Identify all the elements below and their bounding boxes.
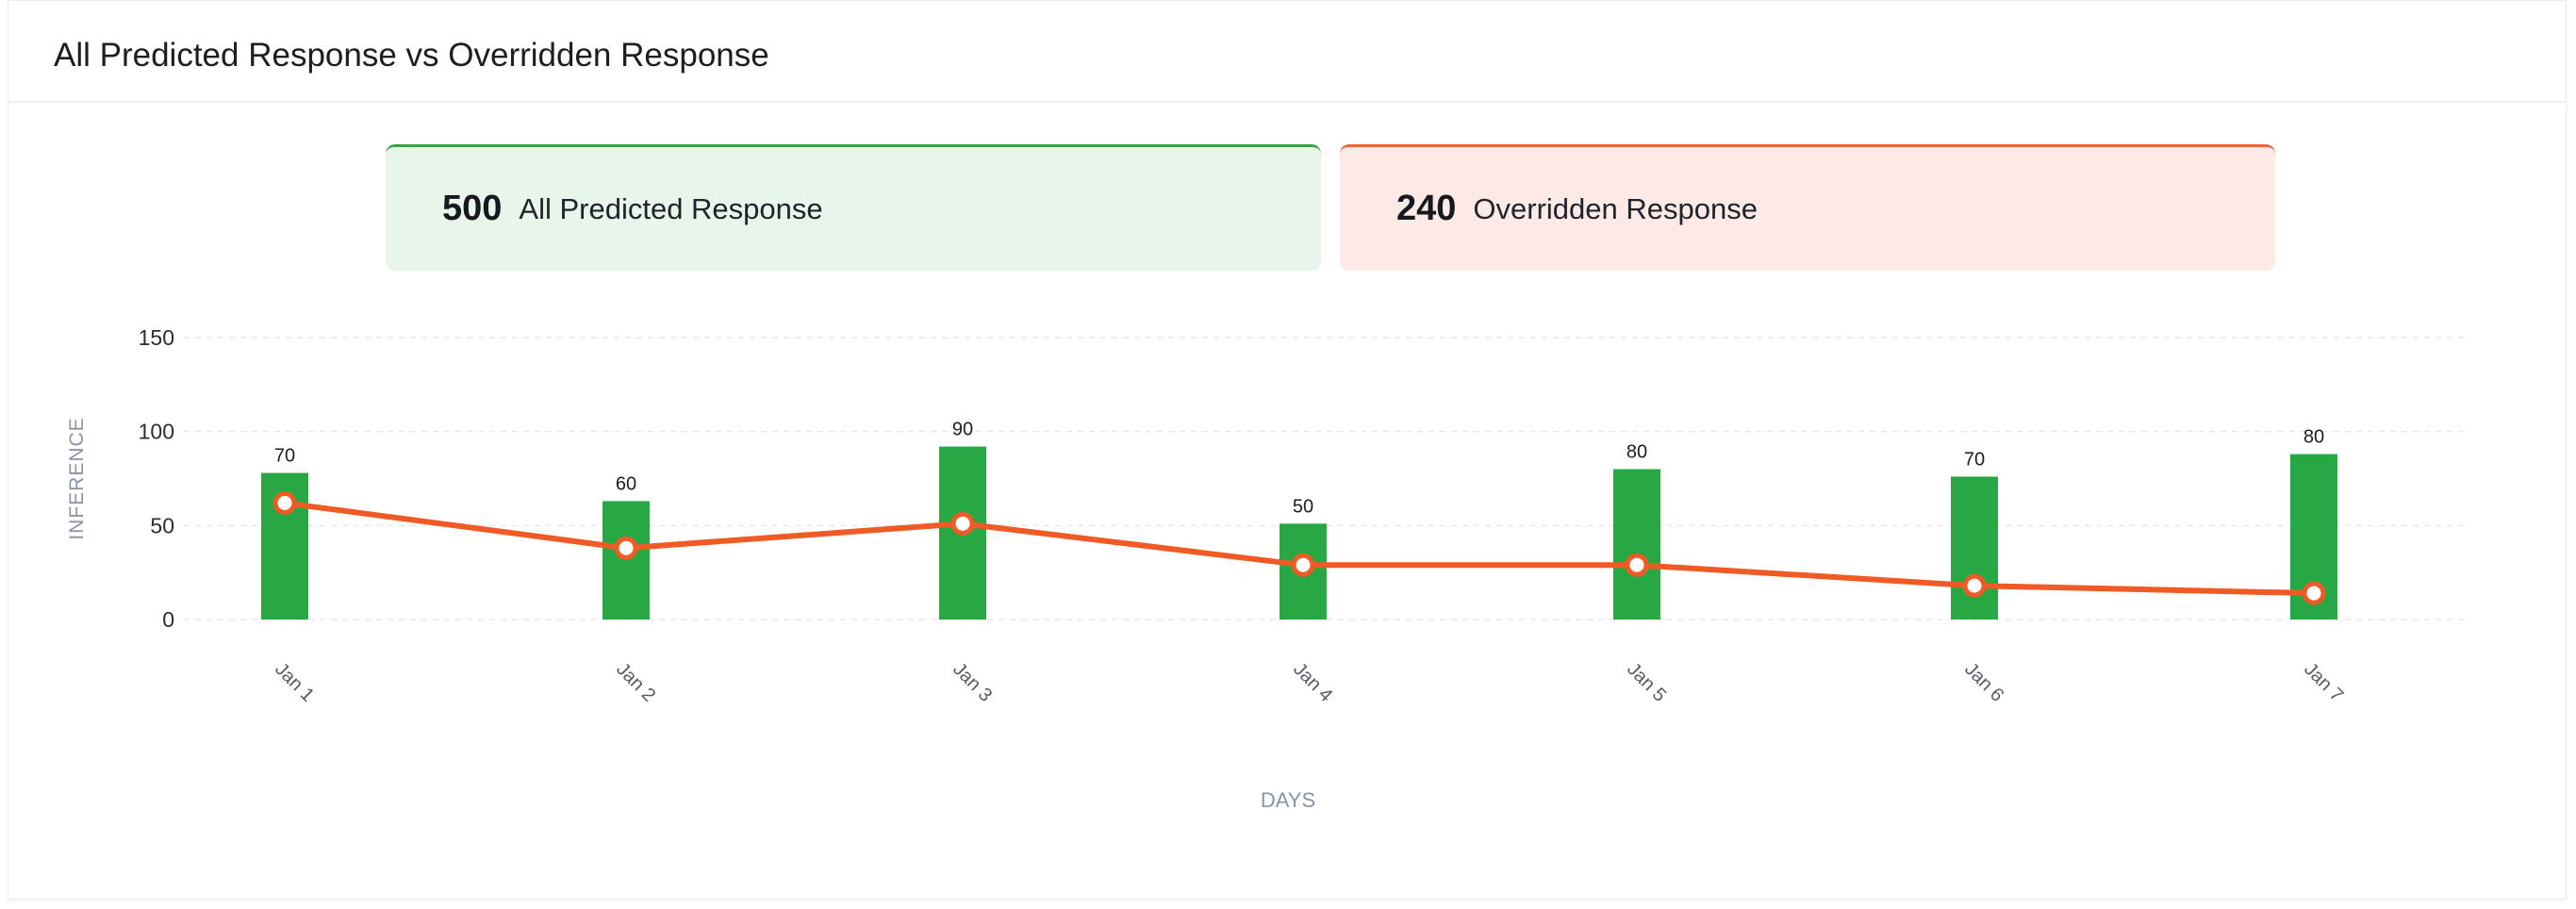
y-tick-label: 50 [150,513,174,537]
x-tick-label: Jan 5 [1623,659,1670,706]
x-tick-label: Jan 7 [2300,659,2347,706]
x-axis-label: DAYS [1261,788,1315,812]
bar-data-label: 70 [274,446,295,467]
x-tick-label: Jan 2 [612,659,659,706]
y-tick-label: 150 [139,325,174,350]
bar-data-label: 90 [952,420,973,440]
card-header: All Predicted Response vs Overridden Res… [8,1,2566,103]
y-tick-label: 100 [139,420,174,444]
bar-data-label: 70 [1964,450,1985,471]
overridden-response-stat: 240 Overridden Response [1340,144,2275,271]
bar [603,501,650,620]
x-tick-label: Jan 1 [271,659,318,706]
y-tick-label: 0 [162,607,174,632]
predicted-response-label: All Predicted Response [519,191,823,225]
chart-card: All Predicted Response vs Overridden Res… [8,0,2567,900]
page-title: All Predicted Response vs Overridden Res… [54,37,769,74]
line-point [1962,573,1987,598]
predicted-response-stat: 500 All Predicted Response [386,144,1321,271]
x-tick-label: Jan 4 [1289,659,1336,706]
bar [1951,476,1998,620]
line-point [950,511,975,536]
predicted-response-value: 500 [442,189,503,228]
overridden-response-label: Overridden Response [1473,191,1758,225]
bar [1613,469,1660,620]
line-point [272,490,297,515]
bar-data-label: 60 [616,473,636,494]
bar-data-label: 50 [1293,496,1313,517]
x-tick-label: Jan 3 [949,659,996,706]
line-point [1625,553,1649,577]
line-point [1291,553,1315,577]
x-tick-label: Jan 6 [1960,659,2007,706]
y-axis-label: INFERENCE [66,417,88,539]
line-point [614,536,638,560]
line-point [2302,581,2326,605]
bar-data-label: 80 [2304,427,2324,448]
overridden-response-value: 240 [1396,189,1457,228]
bar-data-label: 80 [1627,442,1647,463]
